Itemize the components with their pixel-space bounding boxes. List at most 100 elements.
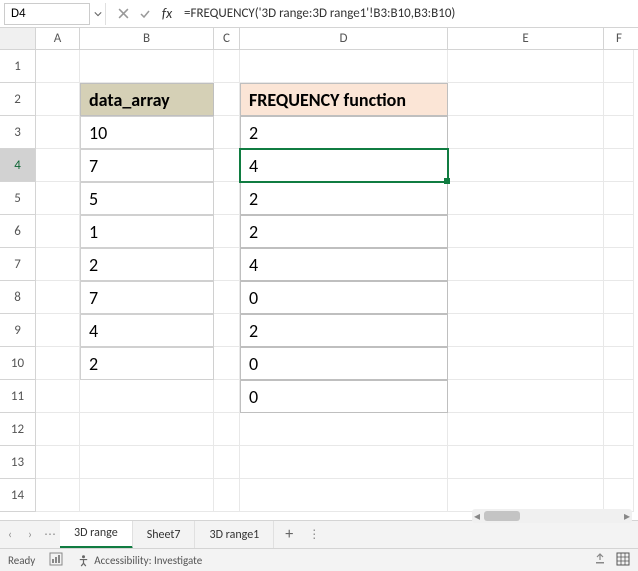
horizontal-scrollbar[interactable]: ◂ ▸: [472, 509, 632, 523]
row-header-6[interactable]: 6: [0, 215, 36, 248]
cell-A3[interactable]: [36, 116, 80, 149]
col-header-E[interactable]: E: [448, 28, 604, 49]
cell-F7[interactable]: [604, 248, 634, 281]
cell-E1[interactable]: [448, 50, 604, 83]
cell-A11[interactable]: [36, 380, 80, 413]
row-header-4[interactable]: 4: [0, 149, 36, 182]
cell-F1[interactable]: [604, 50, 634, 83]
cell-E9[interactable]: [448, 314, 604, 347]
cell-D2[interactable]: FREQUENCY function: [240, 83, 448, 116]
cell-C10[interactable]: [214, 347, 240, 380]
cell-F12[interactable]: [604, 413, 634, 446]
row-header-8[interactable]: 8: [0, 281, 36, 314]
cell-D6[interactable]: 2: [240, 215, 448, 248]
cell-D3[interactable]: 2: [240, 116, 448, 149]
cell-A13[interactable]: [36, 446, 80, 479]
cell-A5[interactable]: [36, 182, 80, 215]
formula-input[interactable]: =FREQUENCY('3D range:3D range1'!B3:B10,B…: [178, 6, 638, 21]
cell-C2[interactable]: [214, 83, 240, 116]
cell-B14[interactable]: [80, 479, 214, 512]
scroll-right-icon[interactable]: ▸: [624, 509, 630, 524]
row-header-3[interactable]: 3: [0, 116, 36, 149]
cell-D9[interactable]: 2: [240, 314, 448, 347]
cell-C13[interactable]: [214, 446, 240, 479]
tab-next-icon[interactable]: ›: [20, 528, 40, 542]
cell-A4[interactable]: [36, 149, 80, 182]
cell-E5[interactable]: [448, 182, 604, 215]
cell-E3[interactable]: [448, 116, 604, 149]
row-header-9[interactable]: 9: [0, 314, 36, 347]
row-header-1[interactable]: 1: [0, 50, 36, 83]
cell-B11[interactable]: [80, 380, 214, 413]
cell-F5[interactable]: [604, 182, 634, 215]
cell-E7[interactable]: [448, 248, 604, 281]
cell-F10[interactable]: [604, 347, 634, 380]
cell-C11[interactable]: [214, 380, 240, 413]
cell-A1[interactable]: [36, 50, 80, 83]
scroll-left-icon[interactable]: ◂: [474, 509, 480, 524]
row-header-14[interactable]: 14: [0, 479, 36, 512]
enter-icon[interactable]: [134, 3, 156, 25]
scrollbar-thumb[interactable]: [484, 511, 520, 521]
cell-C4[interactable]: [214, 149, 240, 182]
cell-C1[interactable]: [214, 50, 240, 83]
cell-C6[interactable]: [214, 215, 240, 248]
name-box[interactable]: D4: [4, 3, 90, 25]
cell-A2[interactable]: [36, 83, 80, 116]
cell-A7[interactable]: [36, 248, 80, 281]
sheet-tab-3d-range[interactable]: 3D range: [60, 521, 133, 549]
cell-D11[interactable]: 0: [240, 380, 448, 413]
tab-add-button[interactable]: +: [274, 525, 304, 544]
cell-D1[interactable]: [240, 50, 448, 83]
cell-A14[interactable]: [36, 479, 80, 512]
cell-F14[interactable]: [604, 479, 634, 512]
tab-prev-icon[interactable]: ‹: [0, 528, 20, 542]
row-header-12[interactable]: 12: [0, 413, 36, 446]
display-settings-icon[interactable]: [594, 553, 606, 568]
cell-F2[interactable]: [604, 83, 634, 116]
col-header-B[interactable]: B: [80, 28, 214, 49]
cell-E10[interactable]: [448, 347, 604, 380]
cell-B4[interactable]: 7: [80, 149, 214, 182]
col-header-A[interactable]: A: [36, 28, 80, 49]
cell-B6[interactable]: 1: [80, 215, 214, 248]
fill-handle[interactable]: [444, 178, 450, 184]
sheet-tab-3d-range1[interactable]: 3D range1: [195, 521, 274, 549]
cell-C7[interactable]: [214, 248, 240, 281]
row-header-5[interactable]: 5: [0, 182, 36, 215]
cell-B5[interactable]: 5: [80, 182, 214, 215]
tab-menu-icon[interactable]: ⋮: [304, 527, 324, 542]
cell-A12[interactable]: [36, 413, 80, 446]
fx-icon[interactable]: fx: [156, 3, 178, 25]
select-all-corner[interactable]: [0, 28, 36, 49]
cell-C3[interactable]: [214, 116, 240, 149]
row-header-2[interactable]: 2: [0, 83, 36, 116]
cell-B3[interactable]: 10: [80, 116, 214, 149]
cell-B10[interactable]: 2: [80, 347, 214, 380]
cell-B2[interactable]: data_array: [80, 83, 214, 116]
cell-E13[interactable]: [448, 446, 604, 479]
cell-F8[interactable]: [604, 281, 634, 314]
cell-D7[interactable]: 4: [240, 248, 448, 281]
cell-F4[interactable]: [604, 149, 634, 182]
cell-E12[interactable]: [448, 413, 604, 446]
cell-E6[interactable]: [448, 215, 604, 248]
cell-D10[interactable]: 0: [240, 347, 448, 380]
cell-B8[interactable]: 7: [80, 281, 214, 314]
name-box-dropdown[interactable]: [90, 3, 106, 25]
row-header-7[interactable]: 7: [0, 248, 36, 281]
cell-B9[interactable]: 4: [80, 314, 214, 347]
cell-A8[interactable]: [36, 281, 80, 314]
cell-A10[interactable]: [36, 347, 80, 380]
cell-E2[interactable]: [448, 83, 604, 116]
cell-D8[interactable]: 0: [240, 281, 448, 314]
cell-B1[interactable]: [80, 50, 214, 83]
col-header-C[interactable]: C: [214, 28, 240, 49]
cell-D13[interactable]: [240, 446, 448, 479]
cell-D5[interactable]: 2: [240, 182, 448, 215]
workbook-stats-icon[interactable]: [49, 552, 63, 569]
cell-C12[interactable]: [214, 413, 240, 446]
cell-F9[interactable]: [604, 314, 634, 347]
cell-E14[interactable]: [448, 479, 604, 512]
cell-E8[interactable]: [448, 281, 604, 314]
